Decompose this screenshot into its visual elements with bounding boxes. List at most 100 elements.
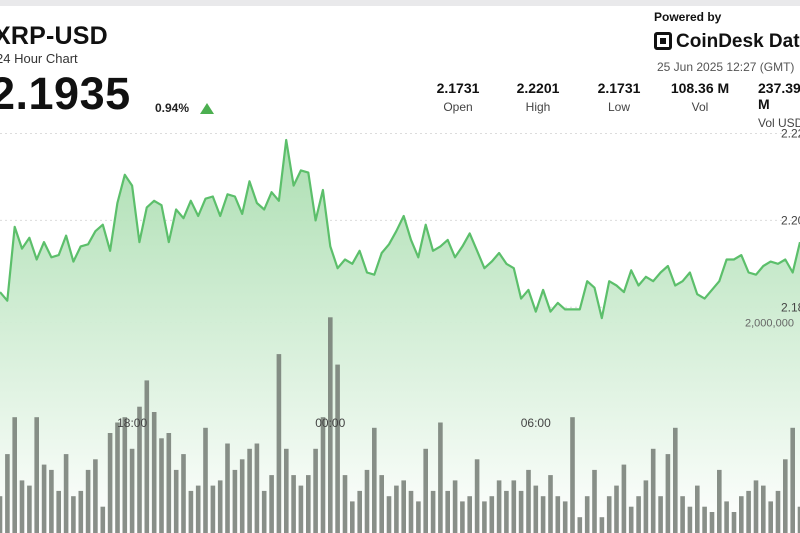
volume-bar bbox=[261, 490, 267, 533]
volume-bar bbox=[790, 427, 795, 533]
volume-bar bbox=[680, 496, 685, 533]
volume-bar bbox=[5, 454, 10, 533]
volume-bar bbox=[416, 501, 421, 533]
volume-bar bbox=[445, 490, 450, 533]
y-tick-label-1: 2.20 bbox=[781, 213, 800, 227]
volume-bar bbox=[599, 517, 605, 533]
volume-bar bbox=[71, 496, 76, 533]
pair-title: XRP-USD bbox=[0, 22, 108, 50]
volume-bar bbox=[63, 454, 69, 533]
volume-bar bbox=[474, 459, 480, 533]
volume-bar bbox=[783, 459, 788, 533]
volume-bar bbox=[122, 417, 128, 533]
stat-open-label: Open bbox=[443, 100, 473, 114]
volume-bar bbox=[628, 506, 634, 533]
coindesk-logo-icon bbox=[654, 32, 672, 50]
price-change-percent: 0.94% bbox=[155, 101, 190, 115]
volume-bar bbox=[27, 485, 32, 533]
volume-bar bbox=[621, 464, 627, 533]
volume-bar bbox=[467, 496, 472, 533]
volume-bar bbox=[673, 427, 678, 533]
volume-bar bbox=[489, 496, 495, 533]
volume-bar bbox=[496, 480, 502, 533]
volume-bar bbox=[342, 475, 348, 533]
current-price: 2.1935 bbox=[0, 68, 131, 119]
y-tick-label-0: 2.22 bbox=[781, 127, 800, 141]
volume-bar bbox=[423, 448, 428, 533]
volume-bar bbox=[584, 496, 590, 533]
volume-bar bbox=[695, 485, 700, 533]
volume-bar bbox=[518, 490, 524, 533]
price-line bbox=[0, 138, 800, 320]
volume-bar bbox=[452, 480, 458, 533]
volume-bar bbox=[739, 496, 744, 533]
y-tick-label-2: 2.18 bbox=[781, 300, 800, 314]
volume-bar bbox=[313, 448, 318, 533]
stat-vol-value: 108.36 M bbox=[670, 80, 730, 96]
stat-high-value: 2.2201 bbox=[516, 80, 560, 96]
stat-vol-label: Vol bbox=[691, 100, 709, 114]
volume-bar bbox=[687, 506, 693, 533]
volume-bar bbox=[100, 506, 106, 533]
volume-bar bbox=[195, 485, 201, 533]
volume-bar bbox=[181, 454, 186, 533]
volume-bar bbox=[217, 480, 223, 533]
volume-bar bbox=[85, 469, 91, 533]
volume-bar bbox=[159, 438, 164, 533]
volume-bar bbox=[511, 480, 517, 533]
x-tick-label-2: 06:00 bbox=[521, 416, 551, 430]
volume-bar bbox=[401, 480, 406, 533]
stat-vol: 108.36 M Vol bbox=[665, 80, 735, 114]
volume-bar bbox=[709, 512, 715, 533]
volume-bar bbox=[570, 417, 575, 533]
volume-bar bbox=[284, 448, 289, 533]
volume-bar bbox=[775, 490, 781, 533]
volume-bar bbox=[562, 501, 568, 533]
volume-bar bbox=[239, 459, 245, 533]
volume-bar bbox=[298, 485, 304, 533]
stat-low-label: Low bbox=[607, 100, 630, 114]
volume-bar bbox=[225, 443, 230, 533]
volume-bar bbox=[606, 496, 612, 533]
volume-bar bbox=[555, 496, 561, 533]
stat-vol-usd-value: 237.39 M bbox=[758, 80, 800, 112]
volume-bar bbox=[753, 480, 759, 533]
volume-bar bbox=[350, 501, 355, 533]
volume-bar bbox=[129, 448, 135, 533]
volume-bar bbox=[210, 485, 216, 533]
volume-bar bbox=[335, 364, 340, 533]
volume-bar bbox=[357, 490, 362, 533]
volume-bar bbox=[460, 501, 465, 533]
volume-bar bbox=[379, 475, 384, 533]
volume-bar bbox=[306, 475, 311, 533]
chart-subtitle: 24 Hour Chart bbox=[0, 51, 78, 66]
powered-by-label: Powered by bbox=[654, 10, 722, 24]
up-arrow-icon bbox=[200, 103, 214, 114]
volume-bar bbox=[173, 469, 179, 533]
brand-name: CoinDesk Data bbox=[676, 31, 800, 52]
volume-bar bbox=[650, 448, 656, 533]
brand-logo: CoinDesk Data bbox=[654, 31, 800, 53]
volume-bar bbox=[137, 406, 142, 533]
volume-bar bbox=[78, 490, 84, 533]
volume-bar bbox=[702, 506, 707, 533]
volume-bar bbox=[276, 354, 282, 533]
stat-high: 2.2201 High bbox=[503, 80, 573, 114]
stat-low-value: 2.1731 bbox=[597, 80, 641, 96]
volume-bar bbox=[430, 490, 436, 533]
volume-bar bbox=[328, 317, 333, 533]
stat-high-label: High bbox=[525, 100, 551, 114]
volume-bar bbox=[269, 475, 274, 533]
volume-bar bbox=[107, 433, 113, 533]
volume-bar bbox=[34, 417, 39, 533]
volume-bar bbox=[643, 480, 649, 533]
volume-bar bbox=[394, 485, 399, 533]
price-area bbox=[0, 140, 800, 533]
volume-bar bbox=[438, 422, 443, 533]
volume-bar bbox=[93, 459, 98, 533]
stat-open: 2.1731 Open bbox=[423, 80, 493, 114]
volume-bar bbox=[408, 490, 414, 533]
volume-bar bbox=[386, 496, 392, 533]
top-bar bbox=[0, 0, 800, 6]
